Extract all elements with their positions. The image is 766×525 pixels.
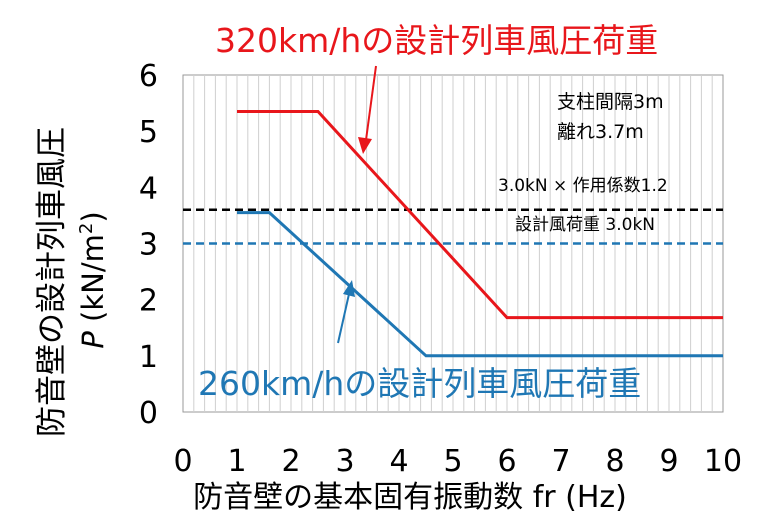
arrow-320 bbox=[358, 65, 377, 154]
x-tick-label: 7 bbox=[551, 444, 570, 479]
x-tick-label: 8 bbox=[605, 444, 624, 479]
y-tick-label: 0 bbox=[139, 396, 158, 431]
x-tick-label: 4 bbox=[389, 444, 408, 479]
x-tick-label: 9 bbox=[659, 444, 678, 479]
reference-label-black: 3.0kN × 作用係数1.2 bbox=[498, 176, 668, 196]
y-tick-label: 1 bbox=[139, 340, 158, 375]
x-tick-label: 5 bbox=[443, 444, 462, 479]
annotation-support-spacing: 支柱間隔3m bbox=[557, 91, 664, 113]
reference-lines bbox=[183, 208, 723, 245]
svg-text:P (kN/m2): P (kN/m2) bbox=[76, 211, 110, 348]
series-line bbox=[237, 211, 723, 358]
x-tick-label: 3 bbox=[335, 444, 354, 479]
x-tick-label: 10 bbox=[704, 444, 742, 479]
y-tick-label: 5 bbox=[139, 115, 158, 150]
annotation-distance: 離れ3.7m bbox=[557, 121, 644, 143]
x-tick-label: 2 bbox=[281, 444, 300, 479]
y-axis-label: 防音壁の設計列車風圧 bbox=[34, 127, 70, 437]
y-axis-unit-label: P (kN/m2) bbox=[76, 211, 110, 348]
series-lines bbox=[237, 110, 723, 358]
series-line bbox=[237, 110, 723, 320]
x-tick-label: 1 bbox=[227, 444, 246, 479]
x-tick-label: 6 bbox=[497, 444, 516, 479]
series-label-320: 320km/hの設計列車風圧荷重 bbox=[215, 21, 658, 60]
x-axis-ticks: 0 1 2 3 4 5 6 7 8 9 10 bbox=[173, 444, 742, 479]
series-label-260: 260km/hの設計列車風圧荷重 bbox=[198, 364, 641, 403]
y-tick-label: 2 bbox=[139, 284, 158, 319]
y-tick-label: 6 bbox=[139, 59, 158, 94]
x-tick-label: 0 bbox=[173, 444, 192, 479]
y-tick-label: 3 bbox=[139, 228, 158, 263]
y-tick-label: 4 bbox=[139, 171, 158, 206]
x-axis-label: 防音壁の基本固有振動数 fr (Hz) bbox=[193, 480, 627, 515]
reference-label-blue: 設計風荷重 3.0kN bbox=[515, 215, 655, 235]
svg-text:防音壁の設計列車風圧: 防音壁の設計列車風圧 bbox=[34, 127, 70, 437]
y-axis-ticks: 0 1 2 3 4 5 6 bbox=[139, 59, 158, 431]
arrow-260 bbox=[337, 280, 355, 344]
